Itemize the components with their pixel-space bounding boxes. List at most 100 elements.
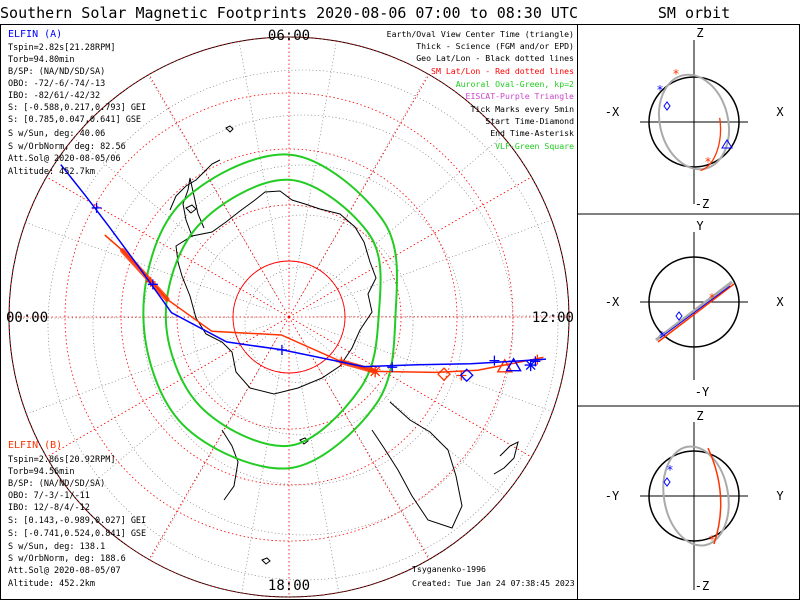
sm-panel-xz: Z -Z -X X * * * [605, 26, 785, 211]
sm-mlt-spoke [288, 316, 430, 560]
elfin-a-tick-mark [276, 344, 287, 355]
elfin-b-name: ELFIN (B) [8, 440, 62, 451]
orbit-diamond [663, 101, 671, 111]
sm-label-right: Y [776, 489, 784, 503]
coastlines [169, 125, 519, 565]
elfin-a-start-diamond [459, 368, 474, 383]
mlt-label-bottom: 18:00 [268, 578, 310, 594]
sm-grid [8, 36, 570, 598]
geo-meridian [298, 73, 429, 300]
legend-entry: End Time-Asterisk [490, 128, 574, 138]
earth-circle [648, 76, 740, 168]
elfin-a-tick-mark [91, 202, 102, 213]
new-zealand-coast [493, 441, 519, 475]
sm-lat-ring [8, 36, 570, 598]
elfin-b-line: OBO: 7/-3/-1/-11 [8, 491, 90, 501]
island-2 [185, 204, 197, 214]
sm-panel-yz: Z -Z -Y Y * * [605, 409, 785, 593]
legend-entry: Auroral Oval-Green, kp=2 [456, 79, 574, 89]
geo-meridian [304, 135, 503, 305]
geo-parallel [244, 266, 362, 384]
elfin-a-footprint-line [60, 164, 547, 368]
elfin-b-end-asterisk [369, 365, 382, 378]
geo-meridian [298, 334, 431, 560]
sm-panel-xy: Y -Y -X X * * [605, 219, 785, 399]
legend-entry: Geo Lat/Lon - Black dotted lines [416, 53, 574, 63]
orbit-c-xy [659, 285, 731, 339]
sm-mlt-spoke [46, 176, 290, 318]
orbit-asterisk: * [672, 67, 679, 81]
auroral-oval-outer [142, 153, 399, 470]
geo-parallel [142, 164, 464, 486]
elfin-b-view-triangle [496, 358, 513, 373]
elfin-b-line: S: [-0.741,0.524,0.841] GSE [8, 529, 146, 539]
orbit-asterisk: * [658, 329, 665, 343]
geo-meridian [292, 336, 340, 593]
elfin-b-line: S w/Sun, deg: 138.1 [8, 542, 105, 552]
elfin-a-line: Att.Sol@ 2020-08-05/06 [8, 154, 121, 164]
elfin-b-start-diamond [437, 367, 451, 382]
sm-label-bottom: -Z [695, 579, 709, 593]
footprint-tracks [60, 164, 547, 383]
elfin-a-tick-mark [147, 279, 158, 290]
sm-label-left: -X [605, 105, 620, 119]
model-credit: Tsyganenko-1996 [412, 564, 486, 574]
orbit-b-xz [658, 71, 722, 173]
geo-meridian [241, 336, 286, 594]
earth-circle [648, 450, 740, 542]
sm-label-left: -X [605, 295, 620, 309]
legend-entry: EISCAT-Purple Triangle [466, 91, 575, 101]
orbit-asterisk: * [704, 155, 711, 169]
sm-mlt-spoke [288, 74, 430, 318]
orbit-diamond [663, 477, 671, 487]
sm-label-top: Z [696, 409, 703, 423]
elfin-a-end-asterisk [524, 359, 537, 372]
mlt-label-left: 00:00 [6, 310, 48, 326]
geo-parallel [192, 214, 414, 436]
earth-circle [648, 256, 740, 348]
geo-meridian [9, 316, 270, 319]
elfin-b-info: ELFIN (B) Tspin=2.86s[20.92RPM] Torb=94.… [8, 440, 146, 589]
elfin-a-tick-mark [489, 355, 500, 366]
sm-label-bottom: -Y [695, 385, 710, 399]
geo-meridian [26, 323, 271, 415]
geo-meridian [238, 41, 286, 298]
auroral-oval-inner [164, 178, 382, 448]
geo-meridian [73, 137, 274, 305]
legend-entry: VLF-Green Square [495, 141, 574, 151]
legend-entry: Start Time-Diamond [485, 116, 574, 126]
sm-mlt-spoke [148, 316, 290, 560]
elfin-a-line: B/SP: (NA/ND/SD/SA) [8, 67, 105, 77]
elfin-a-line: Torb=94.80min [8, 55, 75, 65]
geo-meridian [147, 74, 280, 300]
legend-entry: SM Lat/Lon - Red dotted lines [431, 66, 574, 76]
orbit-a-xy [655, 280, 733, 342]
geo-meridian [307, 219, 552, 311]
elfin-b-line: S: [0.143,-0.989,0.027] GEI [8, 516, 146, 526]
elfin-b-tick-mark [145, 276, 156, 287]
geo-meridian [25, 222, 271, 311]
created-timestamp: Created: Tue Jan 24 07:38:45 2023 [412, 578, 575, 588]
geo-parallel [47, 69, 559, 581]
elfin-b-line: Tspin=2.86s[20.92RPM] [8, 455, 115, 465]
island-1 [225, 125, 234, 133]
elfin-a-view-triangle [505, 357, 522, 372]
chart-title: Southern Solar Magnetic Footprints 2020-… [0, 4, 578, 22]
elfin-a-info: ELFIN (A) Tspin=2.82s[21.28RPM] Torb=94.… [8, 29, 146, 177]
elfin-a-line: S: [-0.588,0.217,0.793] GEI [8, 103, 146, 113]
sm-label-right: X [776, 295, 784, 309]
orbit-asterisk: * [656, 83, 663, 97]
orbit-a-yz [662, 445, 730, 547]
orbit-b-yz [707, 447, 722, 545]
sm-mlt-spoke [46, 316, 290, 458]
elfin-b-line: Torb=94.56min [8, 467, 75, 477]
sm-orbit-panels: Z -Z -X X * * * Y -Y -X X * * [605, 26, 785, 593]
elfin-a-line: S: [0.785,0.047,0.641] GSE [8, 115, 141, 125]
orbit-asterisk: * [666, 463, 673, 477]
sm-mlt-spoke [148, 74, 290, 318]
orbit-asterisk: * [708, 533, 715, 547]
auroral-oval [142, 153, 399, 470]
south-america-tip [169, 159, 221, 211]
sm-mlt-spoke [288, 176, 532, 318]
